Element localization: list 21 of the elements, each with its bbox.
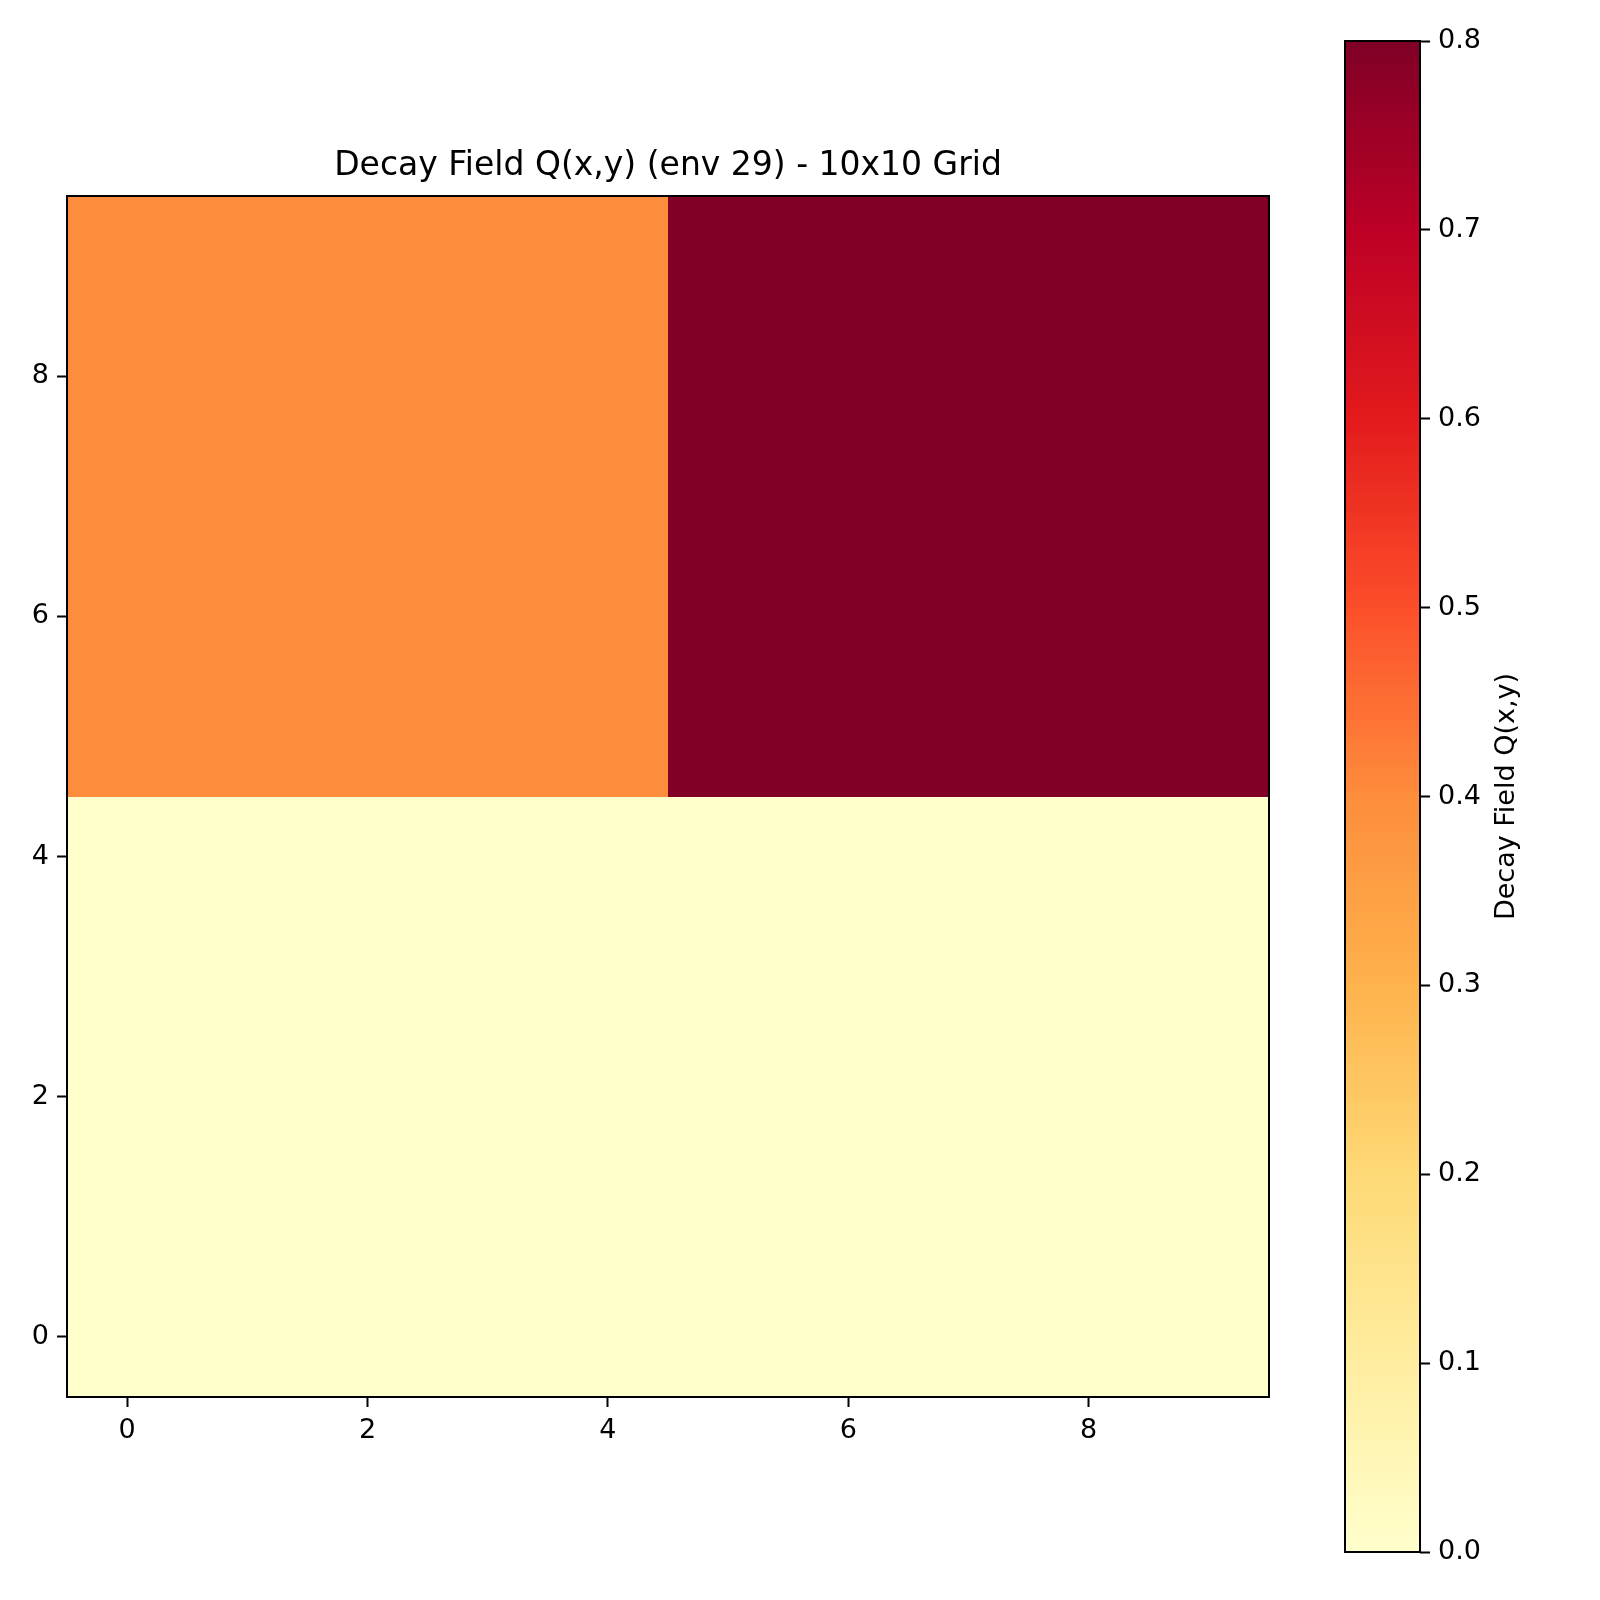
color-bar-label: 0.2 bbox=[1438, 1156, 1481, 1188]
color-bar-label: 0.8 bbox=[1438, 23, 1481, 55]
x-tick-label: 2 bbox=[358, 1413, 377, 1445]
y-tick-label: 8 bbox=[31, 358, 49, 390]
x-tick-label: 8 bbox=[1080, 1413, 1098, 1445]
x-tick-label: 6 bbox=[839, 1413, 857, 1445]
y-tick-label: 0 bbox=[31, 1318, 49, 1350]
y-tick-label: 6 bbox=[31, 598, 49, 630]
color-bar-label: 0.3 bbox=[1438, 967, 1481, 999]
color-bar-label: 0.0 bbox=[1438, 1534, 1481, 1566]
color-bar-label: 0.4 bbox=[1438, 778, 1481, 810]
x-tick-label: 0 bbox=[118, 1413, 136, 1445]
color-bar-label: 0.7 bbox=[1438, 211, 1481, 243]
color-bar-title: Decay Field Q(x,y) bbox=[1489, 672, 1521, 921]
chart-title: Decay Field Q(x,y) (env 29) - 10x10 Grid bbox=[334, 143, 1002, 183]
x-tick-label: 4 bbox=[599, 1413, 617, 1445]
color-bar-label: 0.1 bbox=[1438, 1345, 1481, 1377]
y-tick-label: 4 bbox=[31, 838, 49, 870]
color-bar-label: 0.6 bbox=[1438, 400, 1481, 432]
y-tick-label: 2 bbox=[31, 1078, 49, 1110]
color-bar-label: 0.5 bbox=[1438, 589, 1481, 621]
